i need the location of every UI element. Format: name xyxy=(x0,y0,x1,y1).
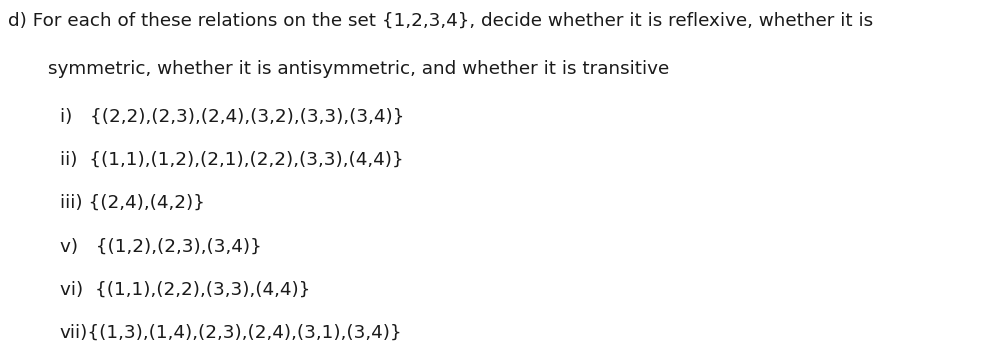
Text: symmetric, whether it is antisymmetric, and whether it is transitive: symmetric, whether it is antisymmetric, … xyxy=(48,60,669,78)
Text: d) For each of these relations on the set {1,2,3,4}, decide whether it is reflex: d) For each of these relations on the se… xyxy=(8,11,873,29)
Text: i)   {(2,2),(2,3),(2,4),(3,2),(3,3),(3,4)}: i) {(2,2),(2,3),(2,4),(3,2),(3,3),(3,4)} xyxy=(60,108,404,126)
Text: iii) {(2,4),(4,2)}: iii) {(2,4),(4,2)} xyxy=(60,194,204,212)
Text: vii){(1,3),(1,4),(2,3),(2,4),(3,1),(3,4)}: vii){(1,3),(1,4),(2,3),(2,4),(3,1),(3,4)… xyxy=(60,324,402,342)
Text: v)   {(1,2),(2,3),(3,4)}: v) {(1,2),(2,3),(3,4)} xyxy=(60,237,261,255)
Text: ii)  {(1,1),(1,2),(2,1),(2,2),(3,3),(4,4)}: ii) {(1,1),(1,2),(2,1),(2,2),(3,3),(4,4)… xyxy=(60,151,403,169)
Text: vi)  {(1,1),(2,2),(3,3),(4,4)}: vi) {(1,1),(2,2),(3,3),(4,4)} xyxy=(60,280,310,298)
